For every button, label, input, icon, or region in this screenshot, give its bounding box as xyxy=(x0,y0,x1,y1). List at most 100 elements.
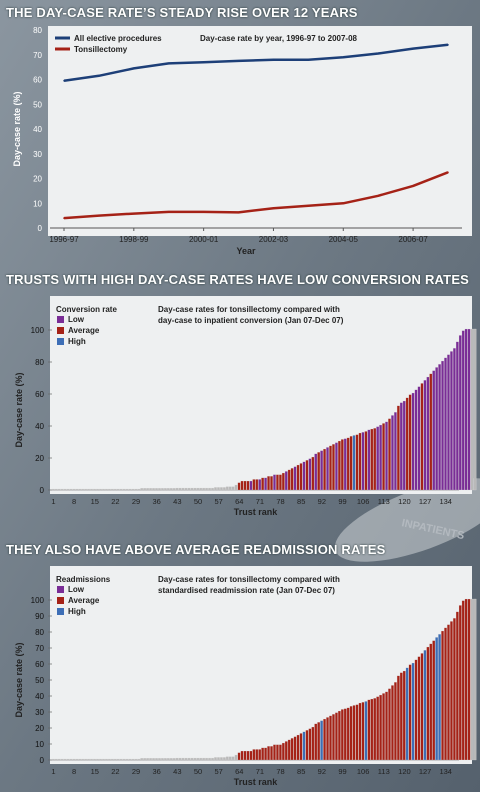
bar xyxy=(267,476,270,491)
x-tick-label: 15 xyxy=(91,767,99,776)
data-point xyxy=(133,212,135,215)
y-tick-label: 30 xyxy=(35,708,44,717)
chart-subtitle: standardised readmission rate (Jan 07-De… xyxy=(158,586,335,595)
bar xyxy=(78,488,82,491)
legend-swatch xyxy=(57,316,64,323)
bar xyxy=(461,600,465,761)
bar xyxy=(278,744,282,761)
y-axis-label: Day-case rate (%) xyxy=(14,372,24,447)
bar xyxy=(287,469,291,491)
y-tick-label: 30 xyxy=(33,150,42,159)
bar xyxy=(60,758,64,761)
bar xyxy=(305,460,309,491)
bar xyxy=(323,718,327,761)
x-tick-label: 22 xyxy=(111,497,119,506)
bar xyxy=(370,698,374,761)
bar xyxy=(417,386,421,491)
bar xyxy=(255,479,259,491)
x-tick-label: 78 xyxy=(276,497,284,506)
bar xyxy=(438,634,442,761)
bar xyxy=(131,758,135,761)
bar xyxy=(57,488,61,491)
bar xyxy=(87,488,91,491)
chart-1-heading: THE DAY-CASE RATE’S STEADY RISE OVER 12 … xyxy=(6,5,358,20)
bar xyxy=(211,487,214,491)
x-tick-label: 1998-99 xyxy=(119,235,149,244)
x-axis-label: Trust rank xyxy=(234,777,279,787)
x-tick-label: 92 xyxy=(318,497,326,506)
bar xyxy=(187,487,191,491)
x-tick-label: 36 xyxy=(153,767,161,776)
x-tick-label: 106 xyxy=(357,767,370,776)
bar xyxy=(308,728,312,761)
bar xyxy=(329,445,332,491)
legend-swatch xyxy=(57,608,64,615)
bar xyxy=(470,598,474,761)
bar xyxy=(335,442,338,491)
bar xyxy=(473,328,477,491)
bar xyxy=(158,488,161,491)
bar xyxy=(405,397,409,491)
bar xyxy=(302,461,306,491)
x-tick-label: 78 xyxy=(276,767,284,776)
bar xyxy=(337,440,341,491)
bar xyxy=(222,757,226,761)
bar xyxy=(225,756,229,761)
bar xyxy=(137,488,141,491)
bar xyxy=(252,479,256,491)
bar xyxy=(125,758,129,761)
bar xyxy=(93,758,96,761)
x-tick-label: 71 xyxy=(256,767,264,776)
y-tick-label: 100 xyxy=(31,596,45,605)
bar xyxy=(60,488,64,491)
bar xyxy=(107,488,111,491)
bar xyxy=(340,709,344,761)
bar xyxy=(116,758,120,761)
bar xyxy=(134,488,138,491)
x-tick-label: 57 xyxy=(214,767,222,776)
bar xyxy=(326,447,329,491)
bar xyxy=(467,598,471,761)
x-tick-label: 85 xyxy=(297,497,305,506)
bar xyxy=(447,624,450,761)
legend-label: High xyxy=(68,337,86,346)
x-tick-label: 8 xyxy=(72,497,76,506)
data-point xyxy=(412,185,414,187)
bar xyxy=(417,656,421,761)
bar xyxy=(382,423,385,491)
bar xyxy=(158,758,161,761)
bar xyxy=(199,757,203,761)
bar xyxy=(373,698,377,761)
bar xyxy=(196,487,200,491)
bar xyxy=(113,758,117,761)
bar xyxy=(78,758,82,761)
bar xyxy=(190,487,194,491)
data-point xyxy=(377,52,379,55)
bar xyxy=(284,741,288,761)
bar xyxy=(258,749,262,761)
bar xyxy=(352,435,356,491)
bar xyxy=(104,488,108,491)
bar xyxy=(429,373,433,491)
bar xyxy=(102,488,105,491)
legend-title: Conversion rate xyxy=(56,305,117,314)
bar xyxy=(119,758,123,761)
chart-subtitle: Day-case rate by year, 1996-97 to 2007-0… xyxy=(200,34,358,43)
bar xyxy=(81,758,85,761)
bar xyxy=(122,758,126,761)
bar xyxy=(237,752,241,761)
bar xyxy=(155,758,158,761)
x-tick-label: 99 xyxy=(338,767,346,776)
bar xyxy=(222,487,226,491)
legend-swatch xyxy=(57,586,64,593)
bar xyxy=(96,758,99,761)
bar xyxy=(396,675,400,761)
bar xyxy=(296,464,300,491)
y-tick-label: 60 xyxy=(35,660,44,669)
bar xyxy=(249,750,253,761)
bar xyxy=(364,431,368,491)
bar xyxy=(361,702,365,761)
bar xyxy=(125,488,129,491)
bar xyxy=(323,448,327,491)
bar xyxy=(90,488,94,491)
